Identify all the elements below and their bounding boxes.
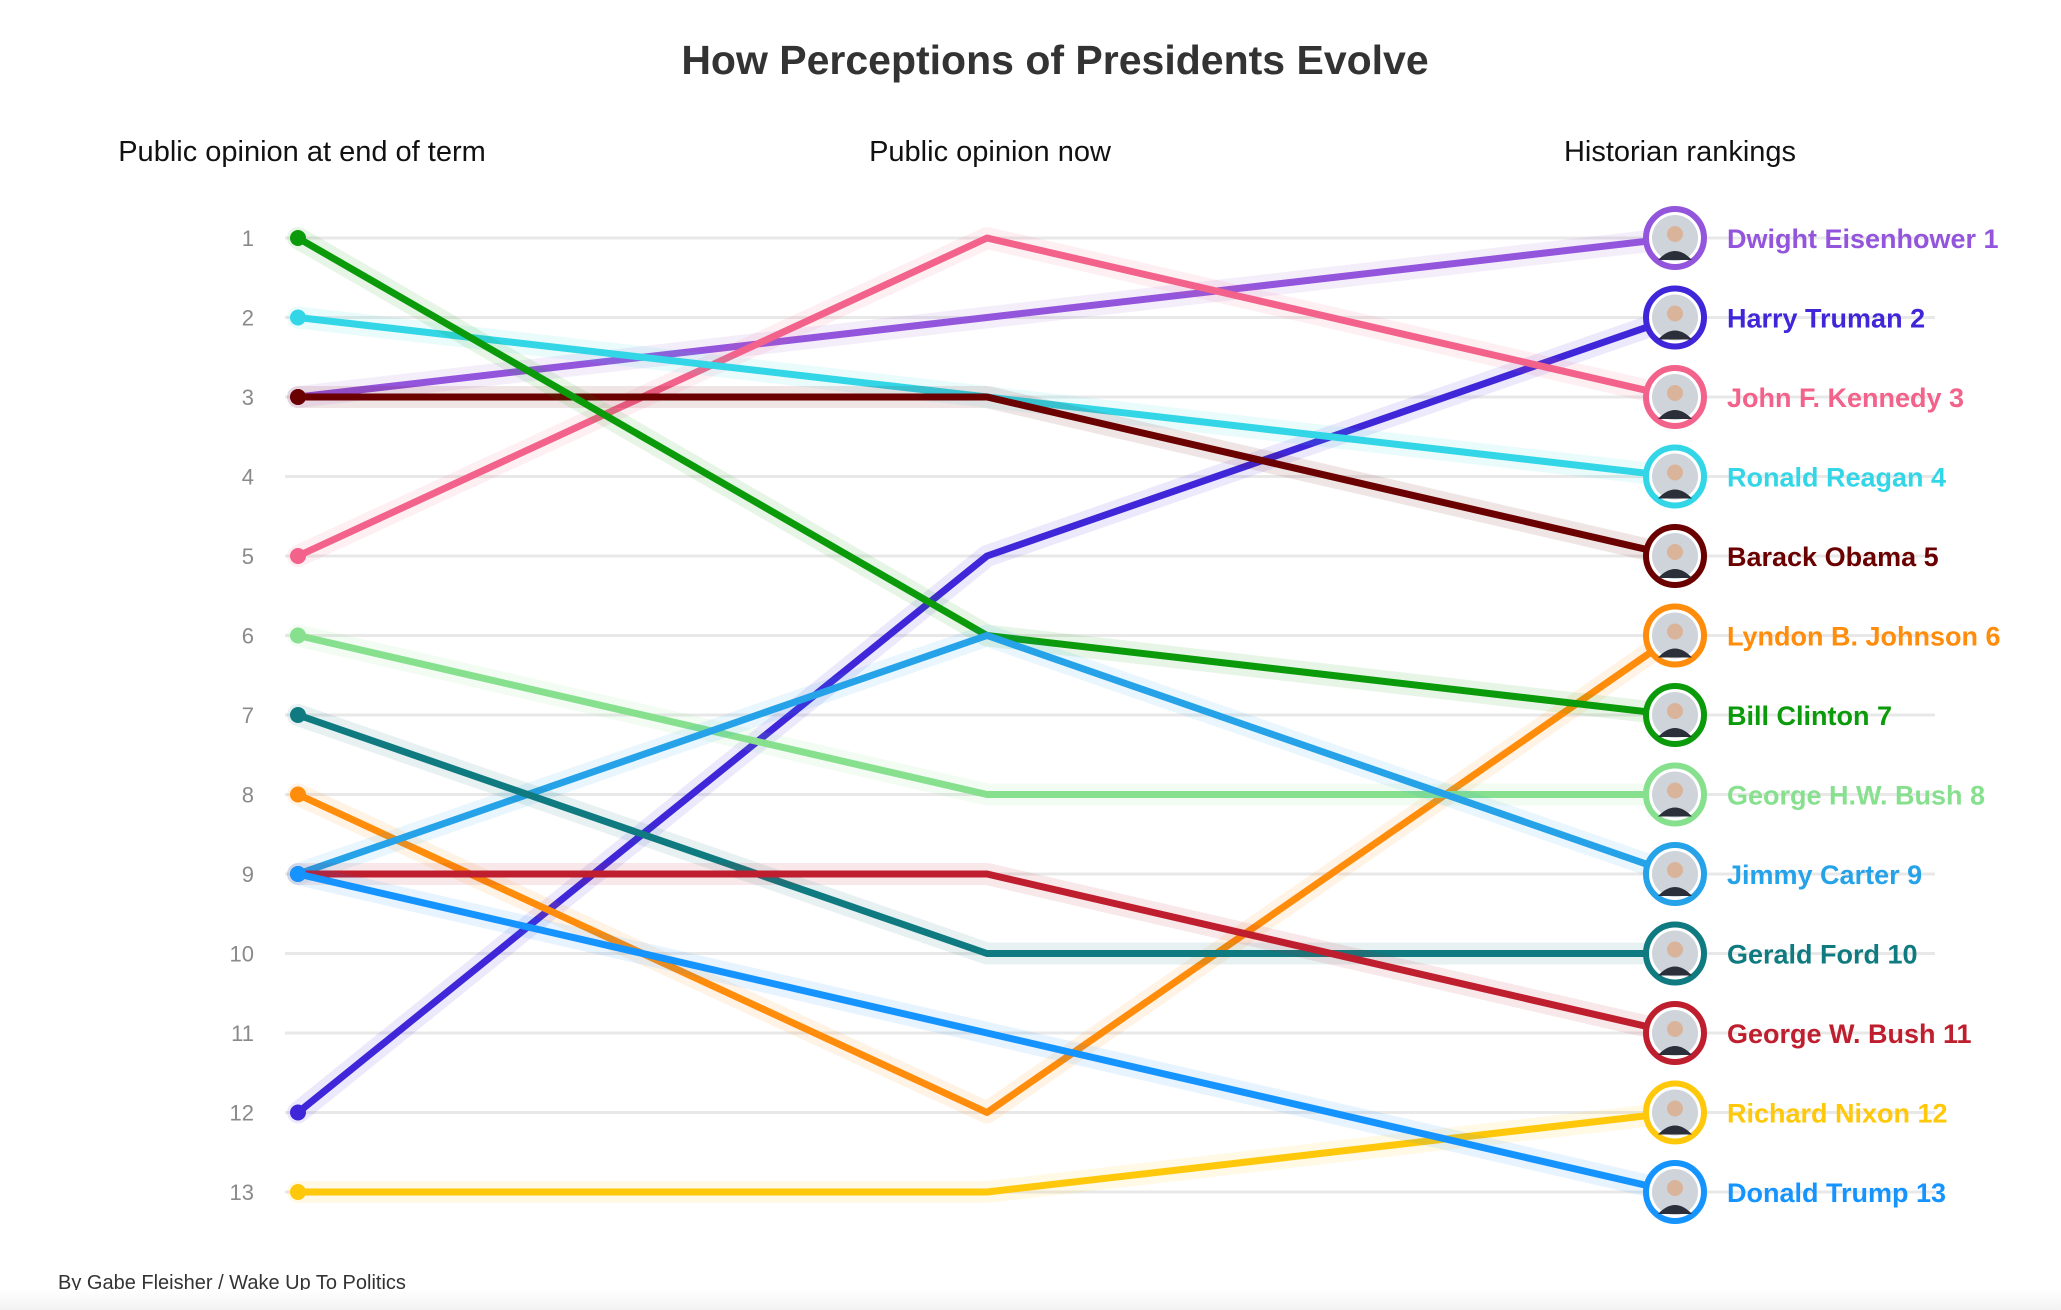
president-labels: Dwight Eisenhower 1 Harry Truman 2 John F.…: [1727, 224, 2001, 1208]
start-point-richard-nixon: [290, 1184, 306, 1200]
start-point-harry-truman: [290, 1104, 306, 1121]
portrait-suit-bill-clinton: [1658, 728, 1692, 737]
start-point-barack-obama: [290, 389, 306, 405]
series-line-george-w-bush: [294, 870, 1679, 1037]
portrait-face-harry-truman: [1667, 305, 1683, 322]
bottom-shadow: [0, 1290, 2061, 1310]
label-ronald-reagan: Ronald Reagan 4: [1727, 463, 1946, 493]
start-point-lyndon-b-johnson: [290, 786, 306, 803]
y-tick-label-9: 9: [242, 862, 254, 887]
y-tick-label-1: 1: [242, 226, 254, 251]
label-harry-truman: Harry Truman 2: [1727, 304, 1925, 334]
label-barack-obama: Barack Obama 5: [1727, 542, 1939, 572]
series-lines: [287, 227, 1686, 1203]
portrait-face-ronald-reagan: [1667, 464, 1683, 481]
y-tick-label-8: 8: [242, 783, 254, 808]
portrait-suit-harry-truman: [1658, 330, 1692, 340]
series-line-donald-trump: [294, 870, 1679, 1196]
label-gerald-ford: Gerald Ford 10: [1727, 940, 1918, 970]
portrait-suit-donald-trump: [1658, 1205, 1692, 1214]
portrait-face-richard-nixon: [1667, 1100, 1683, 1117]
portrait-face-donald-trump: [1667, 1180, 1683, 1196]
avatar-harry-truman: [1643, 285, 1707, 350]
avatar-barack-obama: [1643, 524, 1707, 588]
y-tick-label-3: 3: [242, 385, 254, 410]
series-line-jimmy-carter: [294, 632, 1679, 878]
start-point-donald-trump: [290, 866, 306, 882]
column-header-historian-rankings: Historian rankings: [1564, 136, 1796, 168]
y-tick-label-10: 10: [230, 942, 254, 967]
y-tick-label-2: 2: [242, 306, 254, 331]
portrait-suit-george-h-w-bush: [1658, 807, 1692, 817]
avatar-ronald-reagan: [1643, 444, 1707, 509]
portrait-face-john-f-kennedy: [1667, 385, 1683, 401]
label-john-f-kennedy: John F. Kennedy 3: [1727, 383, 1964, 413]
y-tick-label-12: 12: [230, 1101, 254, 1126]
start-point-gerald-ford: [290, 707, 306, 723]
avatar-george-h-w-bush: [1643, 762, 1707, 827]
avatar-john-f-kennedy: [1643, 365, 1707, 429]
start-point-john-f-kennedy: [290, 548, 306, 564]
label-jimmy-carter: Jimmy Carter 9: [1727, 860, 1922, 890]
portrait-suit-barack-obama: [1658, 569, 1692, 578]
avatar-bill-clinton: [1643, 683, 1707, 747]
y-tick-label-5: 5: [242, 544, 254, 569]
avatar-gerald-ford: [1643, 921, 1707, 986]
y-tick-label-4: 4: [242, 465, 254, 490]
y-tick-label-11: 11: [231, 1021, 254, 1046]
portrait-suit-richard-nixon: [1658, 1125, 1692, 1135]
portrait-face-lyndon-b-johnson: [1667, 623, 1683, 640]
series-line-gerald-ford: [294, 711, 1679, 957]
series-points: [290, 206, 1707, 1224]
label-george-h-w-bush: George H.W. Bush 8: [1727, 781, 1985, 811]
avatar-richard-nixon: [1643, 1080, 1707, 1145]
label-bill-clinton: Bill Clinton 7: [1727, 701, 1892, 731]
start-point-ronald-reagan: [290, 309, 306, 326]
series-halo-jimmy-carter: [287, 624, 1686, 885]
portrait-face-bill-clinton: [1667, 703, 1683, 719]
portrait-face-jimmy-carter: [1667, 862, 1683, 878]
label-donald-trump: Donald Trump 13: [1727, 1178, 1946, 1208]
portrait-face-dwight-eisenhower: [1667, 226, 1683, 242]
avatar-george-w-bush: [1643, 1001, 1707, 1065]
avatar-dwight-eisenhower: [1643, 206, 1707, 270]
portrait-suit-jimmy-carter: [1658, 887, 1692, 896]
series-line-john-f-kennedy: [294, 234, 1679, 560]
y-tick-label-7: 7: [242, 703, 254, 728]
series-line-barack-obama: [294, 393, 1679, 560]
column-header-end-of-term: Public opinion at end of term: [118, 136, 486, 168]
credit-text: By Gabe Fleisher / Wake Up To Politics: [58, 1272, 406, 1294]
column-header-opinion-now: Public opinion now: [869, 136, 1112, 168]
y-tick-label-6: 6: [242, 624, 254, 649]
portrait-suit-lyndon-b-johnson: [1658, 648, 1692, 658]
avatar-jimmy-carter: [1643, 842, 1707, 906]
portrait-face-gerald-ford: [1667, 941, 1683, 958]
portrait-face-george-h-w-bush: [1667, 782, 1683, 799]
portrait-suit-george-w-bush: [1658, 1046, 1692, 1055]
start-point-bill-clinton: [290, 230, 306, 246]
label-lyndon-b-johnson: Lyndon B. Johnson 6: [1727, 622, 2001, 652]
y-tick-label-13: 13: [230, 1180, 254, 1205]
portrait-face-barack-obama: [1667, 544, 1683, 560]
label-dwight-eisenhower: Dwight Eisenhower 1: [1727, 224, 1999, 254]
portrait-suit-gerald-ford: [1658, 966, 1692, 976]
avatar-donald-trump: [1643, 1160, 1707, 1224]
portrait-suit-john-f-kennedy: [1658, 410, 1692, 419]
portrait-face-george-w-bush: [1667, 1021, 1683, 1037]
portrait-suit-dwight-eisenhower: [1658, 251, 1692, 260]
avatar-lyndon-b-johnson: [1643, 603, 1707, 668]
chart-title: How Perceptions of Presidents Evolve: [681, 37, 1428, 83]
label-richard-nixon: Richard Nixon 12: [1727, 1099, 1948, 1129]
portrait-suit-ronald-reagan: [1658, 489, 1692, 499]
label-george-w-bush: George W. Bush 11: [1727, 1019, 1972, 1049]
start-point-george-h-w-bush: [290, 627, 306, 644]
